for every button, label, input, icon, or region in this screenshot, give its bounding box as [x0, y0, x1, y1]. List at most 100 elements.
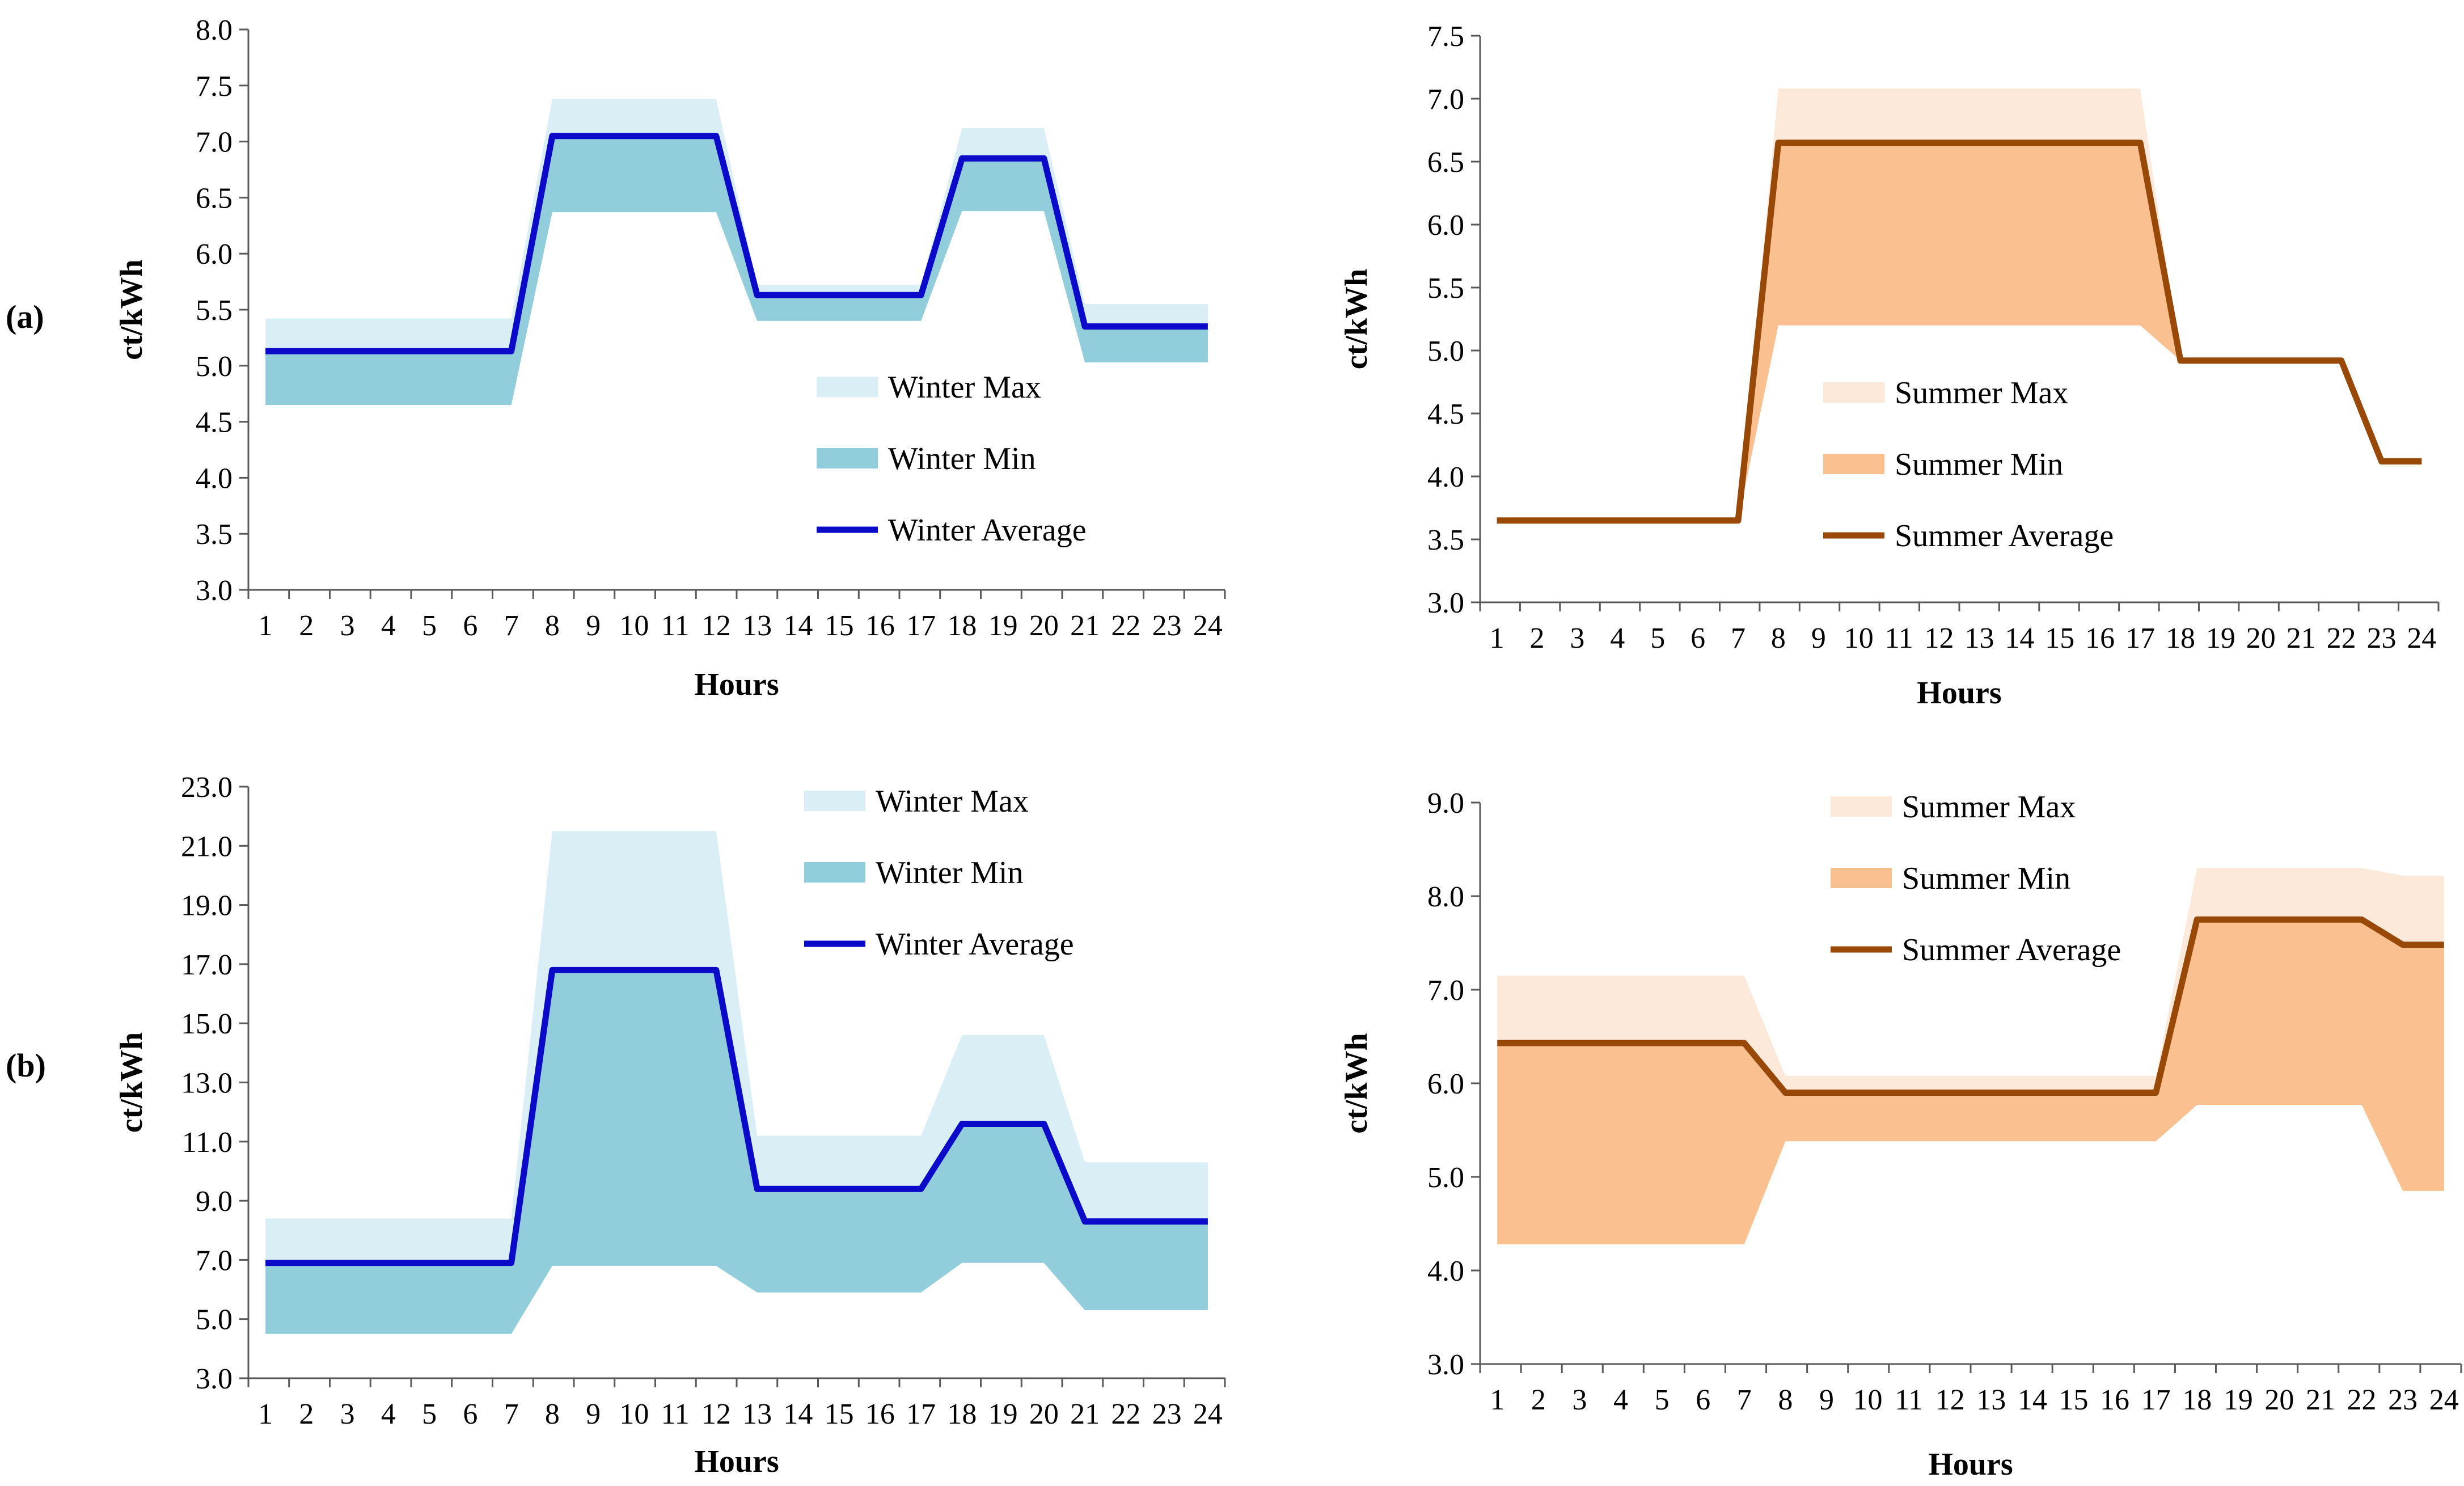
legend-swatch [1831, 796, 1892, 817]
x-tick-label: 19 [988, 610, 1018, 642]
legend-label: Winter Max [888, 370, 1041, 405]
y-tick-label: 6.0 [1427, 209, 1464, 242]
series-average-line [265, 966, 1208, 1267]
x-tick-label: 10 [1844, 622, 1874, 655]
y-tick-label: 8.0 [196, 14, 233, 47]
x-tick-label: 9 [1819, 1384, 1834, 1416]
y-tick-label: 15.0 [181, 1008, 233, 1040]
x-tick-label: 21 [2287, 622, 2316, 655]
panel-label-b: (b) [6, 1047, 46, 1084]
x-tick-label: 18 [2182, 1384, 2212, 1416]
x-tick-label: 4 [381, 1398, 396, 1430]
x-tick-label: 6 [1690, 622, 1705, 655]
x-tick-label: 5 [422, 610, 437, 642]
x-tick-label: 17 [906, 1398, 936, 1430]
x-tick-label: 6 [1696, 1384, 1710, 1416]
x-tick-label: 7 [1731, 622, 1745, 655]
legend-swatch [817, 377, 878, 397]
x-tick-label: 17 [2141, 1384, 2171, 1416]
x-tick-label: 13 [1964, 622, 1994, 655]
x-tick-label: 5 [422, 1398, 437, 1430]
legend-label: Summer Min [1902, 861, 2070, 896]
x-tick-label: 16 [2100, 1384, 2129, 1416]
x-tick-label: 15 [825, 610, 854, 642]
series-min-area [1497, 919, 2444, 1244]
x-tick-label: 11 [661, 1398, 690, 1430]
x-tick-label: 22 [2327, 622, 2356, 655]
x-tick-label: 9 [1811, 622, 1826, 655]
x-tick-label: 23 [1152, 1398, 1182, 1430]
x-tick-label: 6 [463, 1398, 477, 1430]
y-tick-label: 6.0 [196, 238, 233, 271]
y-axis-title: ct/kWh [114, 1032, 149, 1133]
x-tick-label: 10 [619, 610, 649, 642]
x-tick-label: 23 [2388, 1384, 2417, 1416]
legend: Winter Max Winter Min Winter Average [804, 784, 1074, 962]
x-tick-label: 10 [619, 1398, 649, 1430]
x-tick-label: 23 [1152, 610, 1182, 642]
series-min-area [265, 136, 1208, 405]
x-tick-label: 4 [1610, 622, 1625, 655]
x-tick-label: 13 [742, 1398, 772, 1430]
y-tick-label: 6.5 [196, 182, 233, 214]
x-tick-label: 19 [2206, 622, 2235, 655]
series-average-line [1497, 140, 2422, 524]
y-axis-title: ct/kWh [114, 259, 149, 360]
x-tick-label: 4 [381, 610, 396, 642]
y-tick-label: 7.0 [196, 126, 233, 159]
y-tick-label: 4.0 [196, 462, 233, 495]
x-tick-label: 19 [988, 1398, 1018, 1430]
x-tick-label: 22 [1111, 1398, 1140, 1430]
x-tick-label: 24 [1193, 1398, 1223, 1430]
y-tick-label: 7.5 [196, 70, 233, 103]
legend-label: Winter Min [876, 855, 1024, 890]
x-tick-label: 3 [1572, 1384, 1587, 1416]
x-tick-label: 2 [299, 610, 314, 642]
x-tick-label: 1 [258, 610, 273, 642]
x-tick-label: 9 [586, 610, 601, 642]
x-axis-title: Hours [694, 667, 779, 702]
panel-label-a: (a) [6, 298, 44, 335]
y-tick-label: 3.0 [1427, 1349, 1464, 1381]
x-tick-label: 18 [2166, 622, 2195, 655]
x-tick-label: 13 [742, 610, 772, 642]
x-tick-label: 24 [1193, 610, 1223, 642]
x-tick-label: 11 [1885, 622, 1913, 655]
x-tick-label: 16 [865, 610, 895, 642]
legend-label: Summer Max [1895, 375, 2068, 411]
x-tick-label: 7 [504, 1398, 519, 1430]
x-tick-label: 24 [2429, 1384, 2459, 1416]
x-tick-label: 2 [299, 1398, 314, 1430]
x-tick-label: 19 [2224, 1384, 2253, 1416]
x-tick-label: 8 [545, 1398, 560, 1430]
y-tick-label: 8.0 [1427, 881, 1464, 913]
x-tick-label: 3 [340, 610, 355, 642]
series-min-area [265, 970, 1208, 1334]
y-tick-label: 3.5 [1427, 524, 1464, 556]
y-tick-label: 5.0 [1427, 1162, 1464, 1194]
legend-label: Winter Average [876, 927, 1074, 962]
y-tick-label: 3.0 [196, 1363, 233, 1395]
x-tick-label: 11 [1895, 1384, 1923, 1416]
y-tick-label: 3.0 [196, 575, 233, 607]
x-axis-title: Hours [1928, 1447, 2013, 1482]
x-tick-label: 20 [1029, 610, 1059, 642]
x-tick-label: 23 [2367, 622, 2397, 655]
y-tick-label: 9.0 [1427, 787, 1464, 820]
x-tick-label: 18 [947, 610, 977, 642]
y-tick-label: 5.0 [1427, 335, 1464, 368]
legend-swatch [1831, 868, 1892, 888]
x-tick-label: 13 [1976, 1384, 2006, 1416]
y-axis-title: ct/kWh [1339, 1033, 1374, 1133]
x-tick-label: 9 [586, 1398, 601, 1430]
y-tick-label: 4.5 [196, 407, 233, 439]
x-tick-label: 4 [1613, 1384, 1628, 1416]
x-tick-label: 15 [2059, 1384, 2088, 1416]
x-tick-label: 3 [340, 1398, 355, 1430]
x-tick-label: 8 [545, 610, 560, 642]
legend-label: Summer Average [1902, 932, 2121, 968]
legend-label: Winter Average [888, 513, 1087, 548]
y-tick-label: 13.0 [181, 1067, 233, 1100]
